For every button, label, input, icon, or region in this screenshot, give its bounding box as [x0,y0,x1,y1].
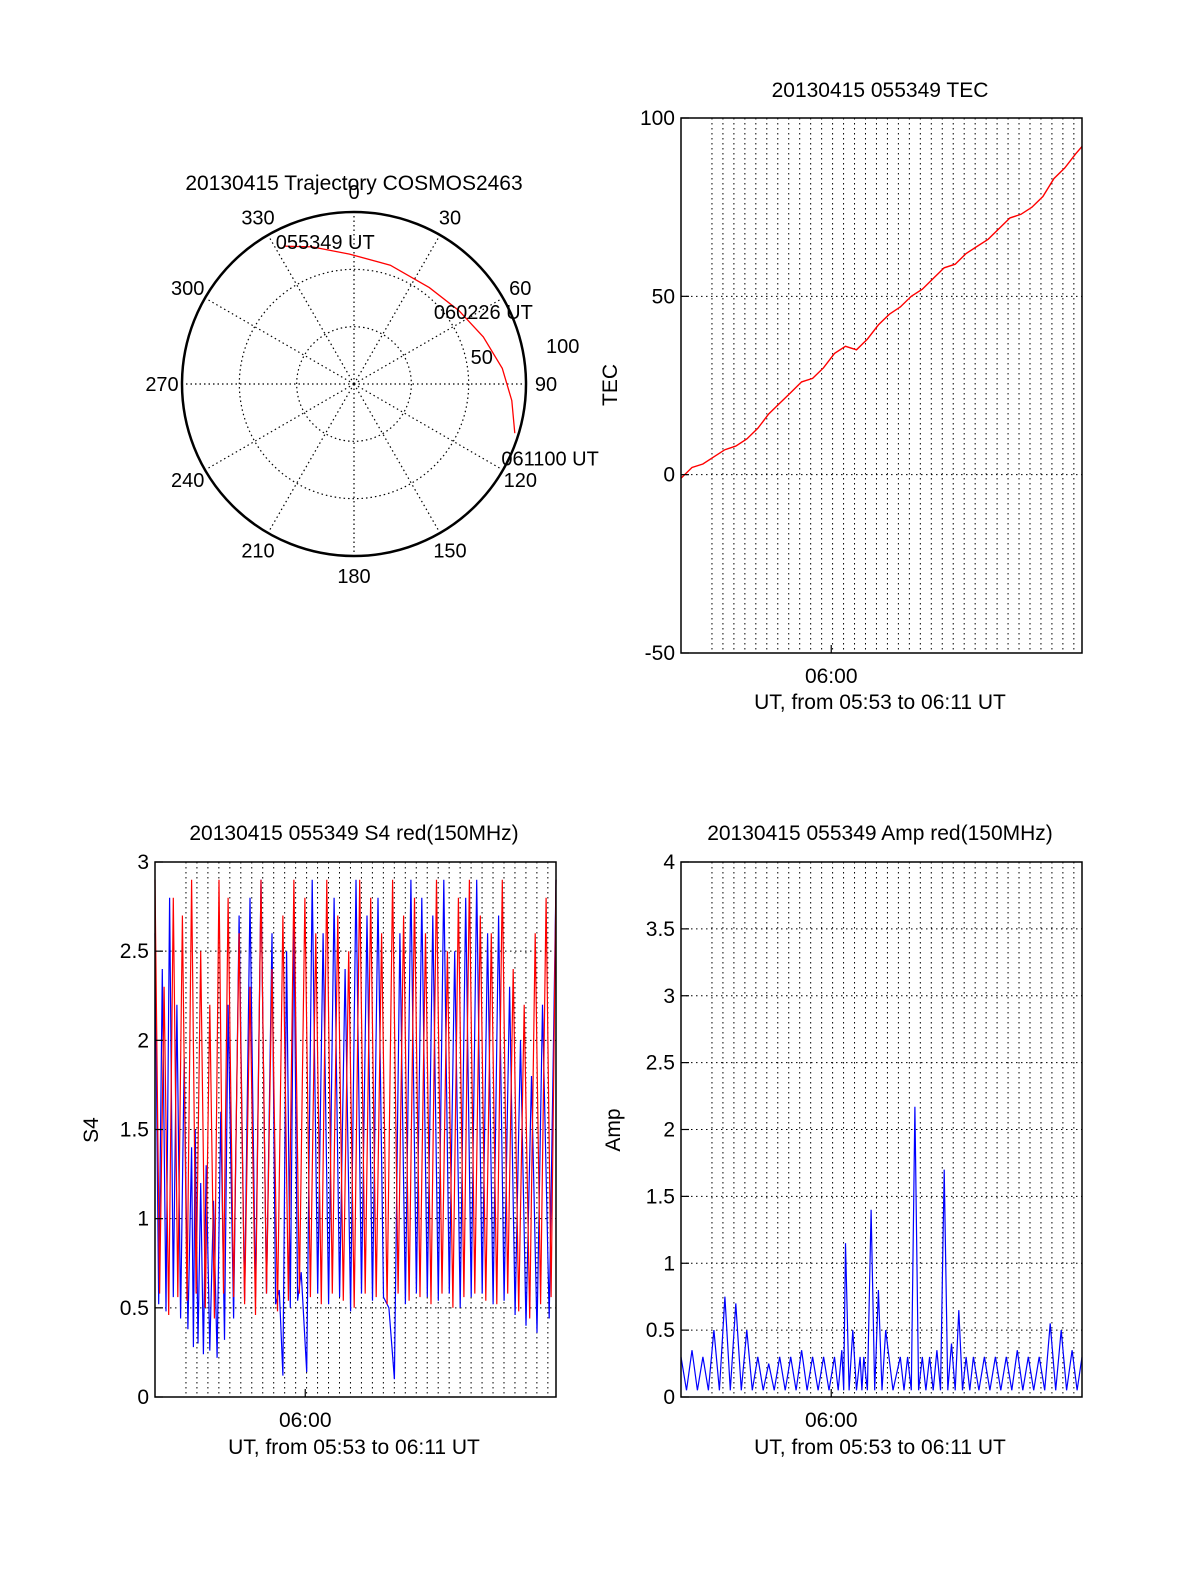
y-tick-label: 100 [640,107,675,130]
trajectory-title: 20130415 Trajectory COSMOS2463 [185,172,522,195]
polar-spoke-300 [204,297,355,385]
plot-frame [680,117,1083,654]
y-tick-label: 0.5 [646,1319,675,1342]
polar-azimuth-label-60: 60 [509,278,531,300]
polar-azimuth-label-90: 90 [535,374,557,396]
y-tick-label: 0 [663,464,675,487]
polar-ring-30 [296,326,412,442]
tec-y-axis-label: TEC [599,364,622,406]
y-tick-label: 1.5 [120,1119,149,1142]
y-tick-label: 1 [663,1252,675,1275]
s4-x-axis-label: UT, from 05:53 to 06:11 UT [228,1436,480,1459]
polar-spoke-330 [267,234,355,385]
y-tick-label: 2.5 [120,940,149,963]
y-tick-label: 4 [663,851,675,874]
trajectory-annotation-start: 055349 UT [276,232,375,254]
polar-spoke-240 [204,383,355,471]
y-tick-label: 2.5 [646,1052,675,1075]
amp-plot-area: 0 0.5 1 1.5 2 2.5 3 3.5 4 06:00 [646,851,1083,1432]
y-tick-label: 3 [137,851,149,874]
y-tick-label: 1 [137,1208,149,1231]
tec-plot-area: -50 0 50 100 06:00 [640,107,1083,688]
y-tick-label: 0.5 [120,1297,149,1320]
polar-azimuth-labels: 0 30 60 90 120 150 180 210 240 270 300 330 [145,182,557,588]
series-line-0 [680,146,1083,479]
x-tick-label: 06:00 [279,1409,332,1432]
amp-title: 20130415 055349 Amp red(150MHz) [707,822,1053,845]
tec-x-axis-label: UT, from 05:53 to 06:11 UT [754,691,1006,714]
y-tick-label: 0 [663,1386,675,1409]
polar-azimuth-label-300: 300 [171,278,204,300]
polar-azimuth-label-210: 210 [241,540,274,562]
series-line-0 [680,1106,1083,1391]
polar-grid [180,210,528,558]
s4-title: 20130415 055349 S4 red(150MHz) [189,822,518,845]
polar-elevation-label-50: 50 [471,347,493,369]
s4-y-axis-label: S4 [80,1117,103,1143]
tec-title: 20130415 055349 TEC [772,79,989,102]
s4-panel: 20130415 055349 S4 red(150MHz) 0 0.5 1 1.5 2… [80,822,557,1459]
trajectory-annotation-end: 061100 UT [501,448,598,470]
polar-elevation-label-100: 100 [546,336,579,358]
polar-spoke-30 [353,234,441,385]
polar-spoke-210 [267,383,355,534]
x-tick-label: 06:00 [805,665,858,688]
polar-azimuth-label-0: 0 [348,182,359,204]
y-tick-label: 2 [137,1029,149,1052]
polar-azimuth-label-150: 150 [433,540,466,562]
amp-panel: 20130415 055349 Amp red(150MHz) 0 0.5 1 1.5… [602,822,1083,1459]
polar-spoke-120 [353,383,504,471]
series-line-1 [154,879,557,1319]
trajectory-annotation-mid: 060226 UT [434,302,533,324]
polar-spoke-60 [353,297,504,385]
amp-y-axis-label: Amp [602,1108,625,1151]
polar-azimuth-label-30: 30 [439,208,461,230]
series-line-0 [154,879,557,1380]
y-tick-label: 3.5 [646,918,675,941]
amp-x-axis-label: UT, from 05:53 to 06:11 UT [754,1436,1006,1459]
trajectory-line-0 [283,245,516,434]
polar-azimuth-label-330: 330 [241,208,274,230]
y-tick-label: 2 [663,1119,675,1142]
tec-panel: 20130415 055349 TEC -50 0 50 100 06:00 UT, f… [599,79,1083,714]
y-tick-label: 50 [652,285,675,308]
trajectory-panel: 20130415 Trajectory COSMOS2463 0 30 60 90 12… [145,172,599,588]
y-tick-label: -50 [645,642,675,665]
polar-azimuth-label-240: 240 [171,470,204,492]
polar-azimuth-label-120: 120 [504,470,537,492]
polar-azimuth-label-270: 270 [145,374,178,396]
y-tick-label: 0 [137,1386,149,1409]
y-tick-label: 1.5 [646,1185,675,1208]
polar-azimuth-label-180: 180 [337,566,370,588]
x-tick-label: 06:00 [805,1409,858,1432]
polar-spoke-150 [353,383,441,534]
trajectory-series [283,245,516,434]
y-tick-label: 3 [663,985,675,1008]
s4-plot-area: 0 0.5 1 1.5 2 2.5 3 06:00 [120,851,557,1432]
